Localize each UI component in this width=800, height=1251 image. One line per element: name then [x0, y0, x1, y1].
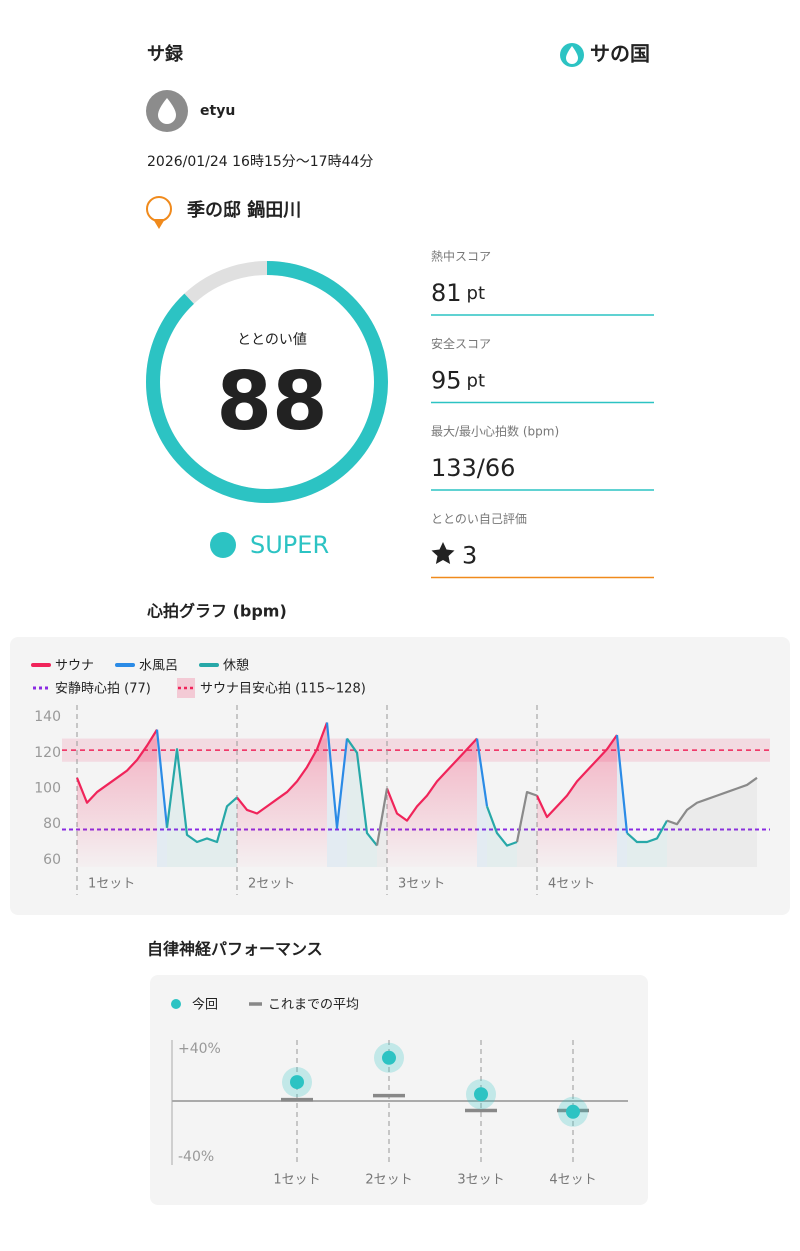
line-area: [377, 777, 757, 867]
gauge-arc: [146, 261, 388, 503]
grade-icon: [210, 532, 236, 558]
legend-swatch: [171, 999, 181, 1009]
session-datetime: 2026/01/24 16時15分〜17時44分: [147, 154, 373, 170]
y-tick-label: +40%: [178, 1041, 221, 1057]
facility-name[interactable]: 季の邸 鍋田川: [187, 199, 301, 221]
legend-label: 水風呂: [139, 659, 178, 674]
set-label: 2セット: [248, 877, 295, 892]
line-area: [167, 738, 667, 867]
chart-panel: [150, 975, 648, 1205]
line: [75, 722, 618, 822]
line: [165, 737, 668, 847]
point: [382, 1050, 396, 1065]
score-label: 熱中スコア: [431, 249, 491, 264]
y-tick-label: 60: [43, 852, 61, 868]
point: [290, 1075, 304, 1090]
score-value: 133/66: [431, 454, 515, 482]
gauge-label: ととのい値: [237, 332, 307, 348]
avatar-drop: [158, 98, 176, 124]
set-label: 1セット: [88, 877, 135, 892]
score-unit: pt: [467, 283, 485, 304]
chart-title: 心拍グラフ (bpm): [147, 602, 287, 621]
location-icon: [146, 196, 172, 222]
y-tick-label: 120: [34, 745, 61, 761]
set-label: 4セット: [548, 877, 595, 892]
line: [155, 722, 629, 834]
y-tick-label: 100: [34, 781, 61, 797]
score-value: 81 pt: [431, 279, 485, 307]
user-name[interactable]: etyu: [200, 103, 235, 119]
page-title: サ録: [147, 43, 184, 65]
x-tick-label: 4セット: [549, 1173, 596, 1188]
chart-title: 自律神経パフォーマンス: [147, 940, 323, 959]
score-label: ととのい自己評価: [431, 511, 527, 526]
line: [375, 776, 758, 846]
sauna-area: [77, 722, 617, 867]
point: [566, 1104, 580, 1119]
point: [474, 1087, 488, 1102]
legend-label: これまでの平均: [268, 998, 359, 1013]
set-label: 3セット: [398, 877, 445, 892]
y-tick-label: 140: [34, 709, 61, 725]
star-icon: [431, 542, 455, 564]
y-tick-label: -40%: [178, 1149, 214, 1165]
score-value: 3: [462, 542, 477, 570]
score-unit: pt: [467, 371, 485, 392]
x-tick-label: 3セット: [457, 1173, 504, 1188]
legend-label: サウナ目安心拍 (115~128): [200, 682, 366, 697]
score-number: 95: [431, 367, 462, 395]
legend-label: 今回: [192, 997, 218, 1013]
score-number: 81: [431, 279, 462, 307]
score-value: 95 pt: [431, 367, 485, 395]
score-number: 133/66: [431, 454, 515, 482]
logo-drop: [566, 46, 578, 64]
gauge-value: 88: [216, 355, 327, 448]
logo-text: サの国: [590, 42, 650, 66]
score-number: 3: [462, 542, 477, 570]
score-label: 安全スコア: [431, 336, 491, 351]
gauge-grade: SUPER: [250, 531, 329, 559]
x-tick-label: 1セット: [273, 1173, 320, 1188]
legend-label: サウナ: [55, 659, 94, 674]
x-tick-label: 2セット: [365, 1173, 412, 1188]
score-label: 最大/最小心拍数 (bpm): [431, 424, 559, 439]
legend-label: 休憩: [223, 658, 249, 674]
location-pin: [153, 219, 165, 229]
legend-label: 安静時心拍 (77): [55, 682, 151, 697]
y-tick-label: 80: [43, 816, 61, 832]
